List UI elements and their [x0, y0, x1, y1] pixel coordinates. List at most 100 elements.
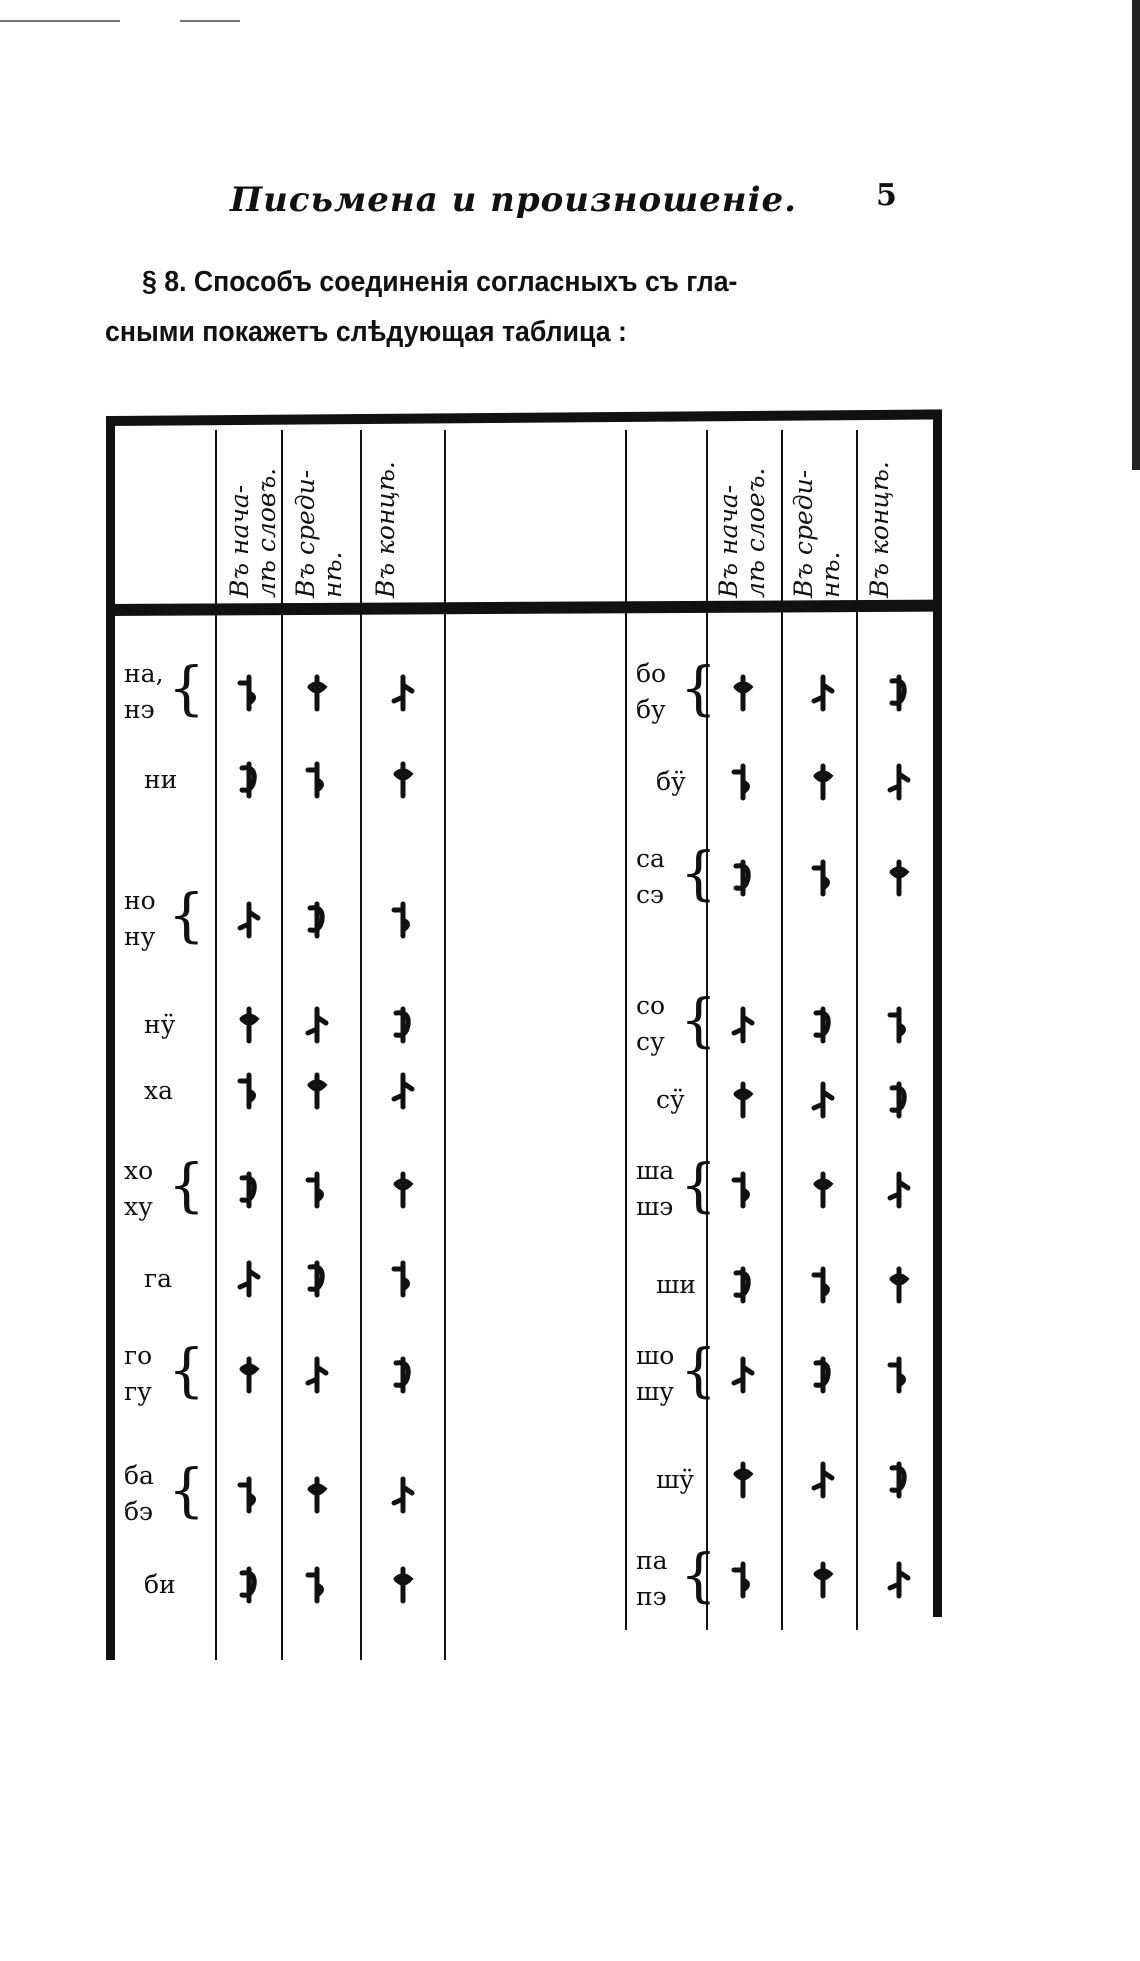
syllable-label: ну	[124, 922, 156, 951]
syllable-label: га	[144, 1264, 173, 1293]
mongolian-script-glyph-icon	[239, 1356, 260, 1394]
table-right-border	[933, 412, 942, 1617]
column-header: Въ концѣ.	[865, 461, 894, 598]
brace: {	[168, 1151, 205, 1219]
mongolian-script-glyph-icon	[237, 674, 256, 712]
mongolian-script-glyph-icon	[889, 674, 907, 712]
mongolian-script-glyph-icon	[813, 1006, 831, 1044]
brace: {	[680, 1151, 717, 1219]
syllable-label: пэ	[636, 1582, 667, 1611]
mongolian-script-glyph-icon	[391, 1476, 415, 1514]
mongolian-script-glyph-icon	[237, 1260, 261, 1298]
syllable-label: ши	[656, 1270, 696, 1299]
syllable-label: нэ	[124, 695, 155, 724]
mongolian-script-glyph-icon	[733, 1081, 754, 1119]
header-divider	[111, 599, 939, 616]
page-edge	[1132, 0, 1140, 470]
brace: {	[168, 654, 205, 722]
mongolian-script-glyph-icon	[731, 1561, 750, 1599]
column-rule	[781, 430, 783, 1630]
brace: {	[680, 1541, 717, 1609]
brace: {	[168, 881, 205, 949]
mongolian-script-glyph-icon	[733, 1266, 751, 1304]
column-header: Въ нача- лѣ словъ.	[225, 467, 281, 598]
mongolian-script-glyph-icon	[811, 1081, 835, 1119]
syllable-label: со	[636, 991, 666, 1020]
mongolian-script-glyph-icon	[813, 1356, 831, 1394]
mongolian-script-glyph-icon	[887, 1561, 911, 1599]
mongolian-script-glyph-icon	[307, 1260, 325, 1298]
mongolian-script-glyph-icon	[239, 1171, 257, 1209]
mongolian-script-glyph-icon	[307, 901, 325, 939]
scan-artifact-line	[0, 20, 120, 22]
mongolian-script-glyph-icon	[305, 761, 324, 799]
mongolian-script-glyph-icon	[811, 1266, 830, 1304]
syllable-label: сӱ	[656, 1085, 685, 1114]
mongolian-script-glyph-icon	[305, 1006, 329, 1044]
syllable-label: ху	[124, 1192, 153, 1221]
mongolian-script-glyph-icon	[393, 1566, 414, 1604]
mongolian-script-glyph-icon	[889, 859, 910, 897]
mongolian-script-glyph-icon	[391, 1260, 410, 1298]
brace: {	[680, 839, 717, 907]
mongolian-script-glyph-icon	[887, 763, 911, 801]
scan-artifact-line	[180, 20, 240, 22]
brace: {	[680, 1336, 717, 1404]
page-number: 5	[876, 178, 897, 213]
mongolian-script-glyph-icon	[887, 1171, 911, 1209]
syllable-label: бо	[636, 659, 667, 688]
syllable-label: бэ	[124, 1497, 154, 1526]
mongolian-script-glyph-icon	[305, 1566, 324, 1604]
syllable-label: го	[124, 1341, 153, 1370]
mongolian-script-glyph-icon	[239, 1006, 260, 1044]
mongolian-script-glyph-icon	[733, 1461, 754, 1499]
table-left-border	[106, 420, 115, 1660]
mongolian-script-glyph-icon	[889, 1081, 907, 1119]
column-rule	[856, 430, 858, 1630]
syllable-label: гу	[124, 1377, 152, 1406]
mongolian-script-glyph-icon	[733, 674, 754, 712]
column-rule	[360, 430, 362, 1660]
mongolian-script-glyph-icon	[811, 1461, 835, 1499]
syllable-label: сэ	[636, 880, 665, 909]
column-rule	[281, 430, 283, 1660]
mongolian-script-glyph-icon	[393, 1356, 411, 1394]
mongolian-script-glyph-icon	[393, 1006, 411, 1044]
mongolian-script-glyph-icon	[239, 1566, 257, 1604]
mongolian-script-glyph-icon	[889, 1266, 910, 1304]
brace: {	[168, 1456, 205, 1524]
syllable-label: бу	[636, 695, 666, 724]
mongolian-script-glyph-icon	[239, 761, 257, 799]
mongolian-script-glyph-icon	[307, 674, 328, 712]
syllable-label: на,	[124, 659, 164, 688]
brace: {	[680, 654, 717, 722]
syllable-label: хо	[124, 1156, 154, 1185]
mongolian-script-glyph-icon	[811, 674, 835, 712]
column-header: Въ среди- нѣ.	[789, 469, 845, 598]
mongolian-script-glyph-icon	[811, 859, 830, 897]
brace: {	[680, 986, 717, 1054]
mongolian-script-glyph-icon	[305, 1356, 329, 1394]
syllable-label: ба	[124, 1461, 154, 1490]
mongolian-script-glyph-icon	[813, 1561, 834, 1599]
paragraph-line-1: § 8. Способъ соединенія согласныхъ съ гл…	[142, 266, 738, 298]
mongolian-script-glyph-icon	[813, 1171, 834, 1209]
mongolian-script-glyph-icon	[391, 1072, 415, 1110]
mongolian-script-glyph-icon	[731, 1171, 750, 1209]
syllable-label: шо	[636, 1341, 675, 1370]
mongolian-script-glyph-icon	[731, 1356, 755, 1394]
syllable-label: ша	[636, 1156, 675, 1185]
column-header: Въ среди- нѣ.	[291, 469, 347, 598]
mongolian-script-glyph-icon	[731, 1006, 755, 1044]
mongolian-script-glyph-icon	[307, 1476, 328, 1514]
syllable-label: би	[144, 1570, 176, 1599]
mongolian-script-glyph-icon	[237, 1476, 256, 1514]
running-title: Письмена и произношеніе.	[230, 180, 797, 220]
mongolian-script-glyph-icon	[887, 1356, 906, 1394]
mongolian-script-glyph-icon	[731, 763, 750, 801]
syllable-label: па	[636, 1546, 668, 1575]
column-rule	[625, 430, 627, 1630]
mongolian-script-glyph-icon	[305, 1171, 324, 1209]
mongolian-script-glyph-icon	[889, 1461, 907, 1499]
syllable-label: но	[124, 886, 156, 915]
